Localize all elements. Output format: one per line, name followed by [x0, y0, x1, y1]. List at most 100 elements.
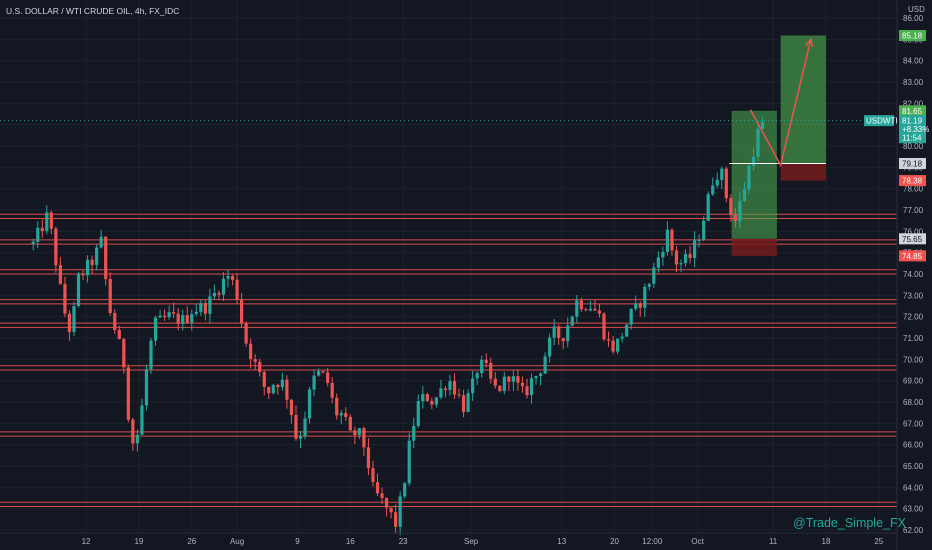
candle-body-9 — [72, 306, 76, 332]
x-axis[interactable]: 12 19 26 Aug 9 16 23 Sep 13 20 12:00 Oct 11 18 25 — [82, 537, 884, 546]
candle-body-133 — [634, 303, 638, 309]
candle-body-155 — [733, 214, 737, 222]
watermark: @Trade_Simple_FX — [793, 516, 907, 530]
price-badge-label-6: 78.38 — [902, 177, 923, 186]
price-badge-label-4: 11:54 — [902, 134, 922, 143]
long-stop-zone[interactable] — [731, 238, 777, 256]
target-stop-zone[interactable] — [780, 163, 826, 181]
candle-body-122 — [584, 309, 588, 311]
candle-body-151 — [715, 179, 719, 186]
price-badge-6 — [899, 175, 926, 187]
candle-body-74 — [366, 447, 371, 469]
price-badge-label-3: +8.33% — [902, 125, 929, 134]
candle-body-30 — [167, 312, 171, 318]
candle-body-139 — [661, 251, 665, 258]
candle-body-102 — [493, 378, 497, 386]
candle-body-71 — [353, 430, 357, 436]
candle-body-136 — [647, 283, 651, 287]
candle-body-117 — [561, 338, 565, 342]
x-tick-label-12: 11 — [769, 537, 778, 546]
candle-body-49 — [253, 359, 257, 362]
candle-body-108 — [520, 382, 525, 387]
candle-body-114 — [548, 337, 552, 357]
candle-body-16 — [104, 236, 108, 280]
price-badge-7 — [899, 233, 926, 245]
candlesticks — [31, 116, 765, 536]
candle-body-58 — [294, 415, 298, 439]
candle-body-21 — [126, 367, 130, 420]
candle-body-79 — [389, 507, 393, 513]
candle-body-86 — [421, 394, 425, 402]
candle-body-90 — [439, 388, 443, 398]
candle-body-4 — [49, 212, 53, 229]
candle-body-88 — [430, 400, 434, 405]
y-tick-label-9: 71.00 — [903, 334, 924, 343]
candle-body-68 — [339, 413, 343, 416]
candle-body-80 — [394, 512, 398, 527]
candle-body-37 — [199, 303, 203, 312]
price-badge-4 — [899, 132, 926, 144]
candle-body-131 — [625, 324, 629, 337]
candle-body-40 — [212, 292, 217, 297]
candle-body-47 — [244, 323, 248, 344]
candle-body-78 — [384, 498, 389, 508]
price-badge-label-1: 81.65 — [902, 107, 923, 116]
candle-body-76 — [375, 482, 380, 494]
candle-body-50 — [258, 361, 262, 372]
candle-body-1 — [36, 227, 40, 242]
candle-body-41 — [217, 292, 221, 295]
candle-body-94 — [457, 394, 461, 396]
candle-body-3 — [45, 212, 49, 232]
x-tick-label-2: 26 — [187, 537, 196, 546]
candle-body-33 — [181, 315, 185, 324]
x-tick-label-1: 19 — [134, 537, 143, 546]
candle-body-85 — [416, 401, 420, 426]
candle-body-116 — [557, 326, 561, 339]
x-tick-label-4: 9 — [295, 537, 300, 546]
candle-body-53 — [271, 384, 275, 394]
candle-body-96 — [466, 393, 470, 412]
candle-body-23 — [135, 434, 140, 444]
x-tick-label-13: 18 — [822, 537, 831, 546]
y-tick-label-6: 68.00 — [903, 398, 924, 407]
candle-body-154 — [729, 198, 733, 215]
candle-body-137 — [652, 267, 656, 284]
candle-body-159 — [751, 156, 756, 166]
y-tick-label-7: 69.00 — [903, 377, 924, 386]
y-tick-label-24: 86.00 — [903, 14, 924, 23]
candle-body-141 — [670, 229, 674, 251]
candle-body-62 — [312, 375, 316, 390]
candle-body-28 — [158, 315, 162, 318]
candle-body-84 — [412, 425, 416, 441]
price-badge-label-8: 74.85 — [902, 252, 923, 261]
candle-body-143 — [679, 263, 683, 265]
projected-path[interactable] — [749, 39, 812, 168]
price-badge-1 — [899, 105, 926, 117]
candle-body-5 — [54, 228, 58, 266]
candle-body-7 — [63, 283, 67, 314]
candle-body-113 — [543, 356, 547, 374]
y-tick-label-2: 64.00 — [903, 483, 924, 492]
candle-body-55 — [280, 379, 284, 388]
candle-body-43 — [226, 275, 230, 279]
candle-body-31 — [172, 312, 176, 314]
candle-body-152 — [720, 168, 724, 180]
y-tick-label-3: 65.00 — [903, 462, 924, 471]
symbol-badge-label: USDWTI — [866, 117, 898, 126]
candle-body-39 — [208, 296, 212, 314]
candle-body-67 — [335, 397, 339, 416]
x-tick-label-10: 12:00 — [642, 537, 663, 546]
candle-body-82 — [403, 483, 407, 497]
candle-body-42 — [221, 278, 226, 295]
candle-body-98 — [475, 373, 479, 379]
candle-body-123 — [588, 308, 593, 311]
target-zone[interactable] — [780, 35, 826, 164]
candle-body-160 — [756, 128, 760, 157]
x-tick-label-11: Oct — [691, 537, 704, 546]
y-tick-label-8: 70.00 — [903, 355, 924, 364]
candle-body-34 — [185, 315, 189, 323]
candle-body-130 — [620, 336, 624, 339]
candle-body-6 — [58, 265, 62, 284]
candle-body-147 — [697, 239, 701, 241]
